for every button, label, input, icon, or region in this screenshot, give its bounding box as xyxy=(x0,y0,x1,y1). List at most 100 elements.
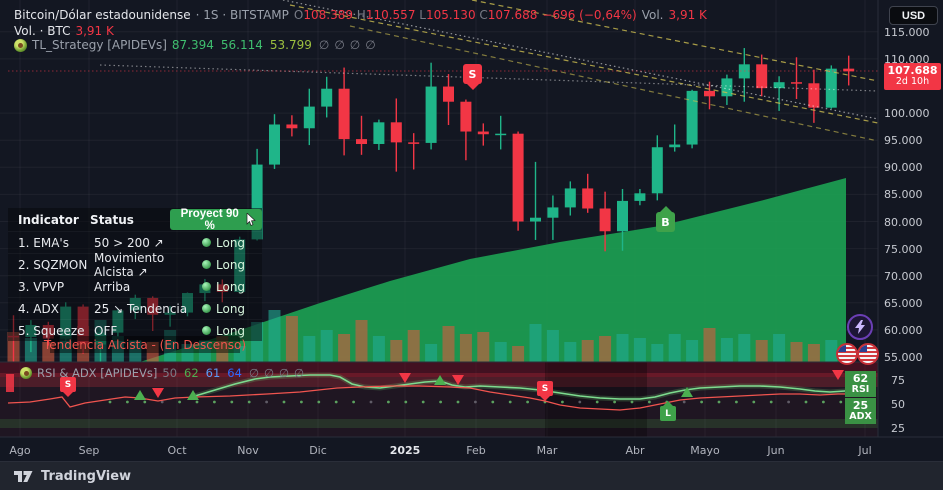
signal-dot xyxy=(421,400,425,404)
rsi-axis-tick[interactable]: 25 xyxy=(891,422,905,435)
economic-event-lightning-icon[interactable] xyxy=(847,314,873,340)
buy-triangle-icon xyxy=(134,390,146,400)
time-axis-label[interactable]: Oct xyxy=(167,444,187,457)
indicator-status: 50 > 200 ↗ xyxy=(94,235,164,250)
trend-line xyxy=(349,25,878,142)
rsi-axis-tick[interactable]: 50 xyxy=(891,398,905,411)
candle-body xyxy=(408,142,420,144)
price-axis-tick[interactable]: 95.000 xyxy=(884,134,923,148)
signal-dot xyxy=(143,400,147,404)
time-axis-label[interactable]: Jul xyxy=(858,444,872,457)
legend-empty-value: ∅ xyxy=(349,38,361,52)
price-axis-tick[interactable]: 85.000 xyxy=(884,188,923,202)
volume-label: Vol. xyxy=(641,8,664,22)
economic-event-us-flag-icon[interactable] xyxy=(836,343,858,365)
time-axis-label[interactable]: Feb xyxy=(466,444,486,457)
volume-bar xyxy=(807,344,820,362)
candle-body xyxy=(721,78,733,97)
sell-signal-tag: S xyxy=(60,377,76,392)
rsi-pane[interactable] xyxy=(0,362,878,437)
indicator-status: OFF xyxy=(94,323,118,338)
indicator-signal: Long xyxy=(202,258,245,272)
indicator-status: Movimiento Alcista ↗ xyxy=(94,250,165,279)
signal-dot xyxy=(804,400,808,404)
time-axis-label[interactable]: Dic xyxy=(309,444,327,457)
rsi-top-shade xyxy=(0,362,878,377)
rsi-axis-tick[interactable]: 75 xyxy=(891,374,905,387)
price-axis-tick[interactable]: 70.000 xyxy=(884,269,923,283)
candle-body xyxy=(425,86,437,143)
signal-dot xyxy=(700,400,703,404)
time-axis-label[interactable]: Mar xyxy=(536,444,558,457)
price-axis-tick[interactable]: 60.000 xyxy=(884,323,923,337)
price-axis-tick[interactable]: 55.000 xyxy=(884,351,923,364)
symbol-legend[interactable]: Bitcoin/Dólar estadounidense · 1S · BITS… xyxy=(14,8,707,22)
indicator-status: 25 ↘ Tendencia xyxy=(94,301,188,316)
symbol-name[interactable]: Bitcoin/Dólar estadounidense xyxy=(14,8,191,22)
time-axis-label[interactable]: Nov xyxy=(237,444,259,457)
volume-bar xyxy=(703,328,716,362)
price-axis-tick[interactable]: 90.000 xyxy=(884,161,923,175)
candle-body xyxy=(356,139,367,144)
volume-bar xyxy=(773,334,786,362)
volume-bar xyxy=(599,336,612,362)
indicator-column-header: Indicator xyxy=(18,212,79,227)
ohlc-key: C xyxy=(479,8,488,22)
candle-body xyxy=(808,83,820,108)
trend-status-note: Tendencia Alcista - (En Descenso) xyxy=(43,336,247,353)
price-axis-tick[interactable]: 80.000 xyxy=(884,215,923,229)
long-signal-dot-icon xyxy=(202,326,211,335)
signal-dot xyxy=(108,400,112,404)
legend-empty-value: ∅ xyxy=(279,366,290,380)
volume-bar xyxy=(372,336,385,362)
signal-dot xyxy=(126,400,129,404)
currency-toggle-button[interactable]: USD xyxy=(889,6,938,25)
sell-triangle-icon xyxy=(152,388,164,398)
sell-triangle-icon xyxy=(452,375,464,385)
strategy-title: TL_Strategy [APIDEVs] xyxy=(32,38,167,52)
tradingview-logo-icon[interactable] xyxy=(14,469,33,484)
signal-dot xyxy=(265,400,268,404)
ohlc-value: 107.688 xyxy=(487,8,538,22)
price-axis-tick[interactable]: 100.000 xyxy=(884,107,930,121)
indicator-name: 3. VPVP xyxy=(18,279,65,294)
tradingview-brand-link[interactable]: TradingView xyxy=(41,468,132,484)
time-axis-label[interactable]: Ago xyxy=(9,444,31,457)
signal-dot xyxy=(752,400,756,404)
signal-dot xyxy=(352,400,355,404)
time-axis-label[interactable]: Sep xyxy=(78,444,100,457)
economic-event-us-flag-icon[interactable] xyxy=(857,343,879,365)
proyect-button[interactable]: Proyect 90 % xyxy=(169,208,262,232)
sell-signal-tag: S xyxy=(537,381,553,396)
price-axis-tick[interactable]: 115.000 xyxy=(884,25,930,39)
price-axis-tick[interactable]: 65.000 xyxy=(884,296,923,310)
candle-body xyxy=(286,124,298,129)
legend-empty-value: ∅ xyxy=(318,38,330,52)
indicator-row: 5. Squeeze OFF Long xyxy=(8,319,262,341)
volume-bar xyxy=(546,330,559,362)
candle-body xyxy=(460,101,472,132)
time-axis-label[interactable]: Jun xyxy=(767,444,785,457)
volume-bar xyxy=(720,338,733,362)
price-axis-tick[interactable]: 110.000 xyxy=(884,52,930,66)
volume-bar xyxy=(825,340,838,362)
strategy-legend[interactable]: TL_Strategy [APIDEVs] 87.394 56.114 53.799… xyxy=(14,38,381,52)
time-axis-label[interactable]: Mayo xyxy=(690,444,720,457)
volume-bar xyxy=(268,310,281,362)
time-axis-label[interactable]: Abr xyxy=(625,444,645,457)
legend-value: 61 xyxy=(205,366,221,380)
time-axis-label[interactable]: 2025 xyxy=(389,444,421,457)
price-axis-tick[interactable]: 75.000 xyxy=(884,242,923,256)
adx-line xyxy=(7,385,858,411)
volume-legend[interactable]: Vol. · BTC 3,91 K xyxy=(14,24,114,38)
indicator-row: 3. VPVP Arriba Long xyxy=(8,275,262,297)
indicator-row: 4. ADX 25 ↘ Tendencia Long xyxy=(8,297,262,319)
rsi-box-value: 25 xyxy=(852,399,869,413)
rsi-box-value: 62 xyxy=(852,372,869,386)
status-column-header: Status xyxy=(90,212,134,227)
signal-dot xyxy=(648,400,651,404)
signal-dot xyxy=(595,400,599,404)
volume-bar xyxy=(790,342,803,362)
candle-body xyxy=(669,144,681,148)
ohlc-value: 105.130 xyxy=(425,8,480,22)
